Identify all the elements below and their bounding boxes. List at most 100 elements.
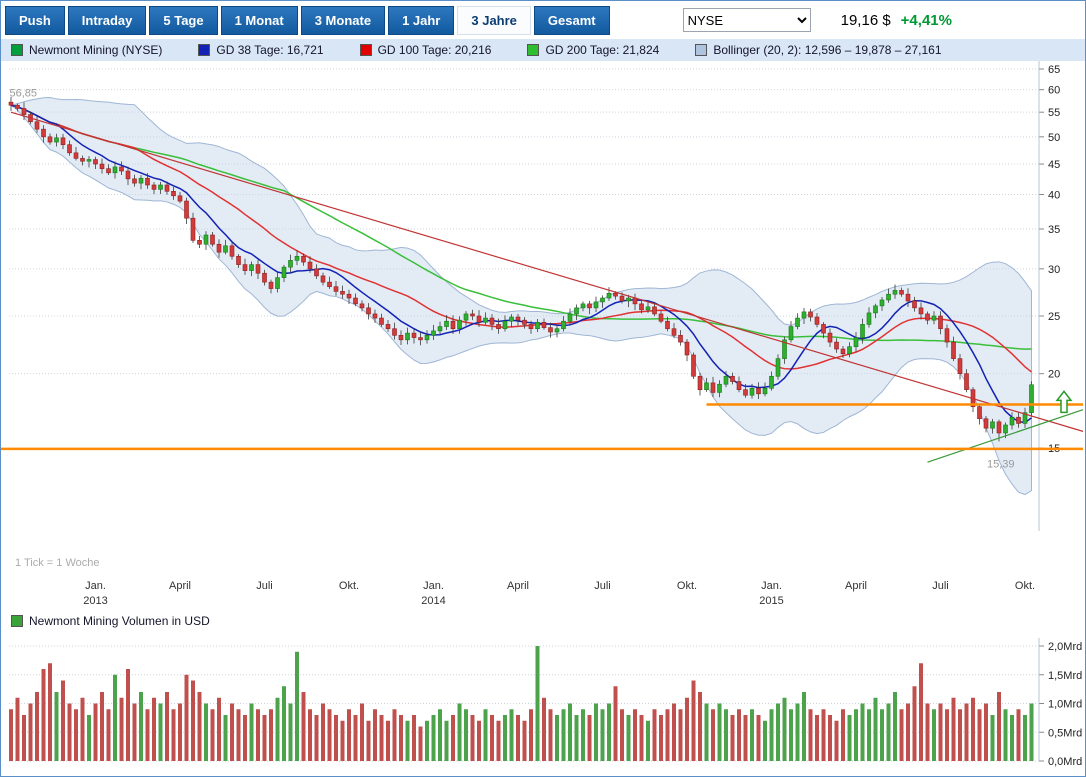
volume-bar	[165, 692, 169, 761]
candle	[41, 128, 46, 138]
volume-bar	[665, 709, 670, 761]
candle	[229, 245, 235, 257]
volume-bar	[990, 715, 995, 761]
svg-text:45: 45	[1048, 159, 1060, 171]
volume-bar	[646, 720, 650, 761]
candle	[398, 335, 404, 341]
legend-label: Newmont Mining (NYSE)	[29, 43, 163, 57]
volume-bar	[399, 715, 403, 761]
candle	[931, 315, 937, 321]
candle	[1022, 412, 1028, 424]
candle	[990, 421, 995, 429]
candle	[60, 137, 66, 145]
svg-text:April: April	[507, 580, 529, 592]
candle	[723, 375, 729, 385]
volume-bar	[555, 715, 559, 761]
candle	[639, 303, 644, 311]
candle	[600, 297, 605, 303]
candle	[184, 200, 189, 219]
candle	[138, 177, 144, 184]
volume-bar	[821, 709, 826, 761]
candle	[821, 324, 826, 334]
candle	[749, 388, 755, 396]
volume-bar	[795, 703, 800, 761]
svg-text:April: April	[845, 580, 867, 592]
volume-bar	[353, 715, 358, 761]
candle	[496, 324, 501, 330]
volume-bar	[951, 697, 956, 761]
bollinger-swatch-icon	[695, 44, 708, 56]
range-button-gesamt[interactable]: Gesamt	[533, 5, 610, 35]
candle	[580, 303, 586, 309]
volume-bar	[204, 703, 208, 761]
candle	[1009, 416, 1015, 426]
candle	[307, 261, 313, 270]
candle	[145, 177, 150, 186]
volume-bar	[490, 715, 494, 761]
candle	[905, 293, 911, 302]
legend-label: GD 100 Tage: 20,216	[377, 43, 492, 57]
volume-bar	[971, 697, 975, 761]
range-button-push[interactable]: Push	[5, 5, 65, 35]
volume-bar	[542, 697, 546, 761]
candle	[242, 264, 248, 271]
volume-bar	[984, 703, 988, 761]
volume-bar	[470, 715, 475, 761]
volume-bar	[223, 715, 228, 761]
svg-text:Jan.: Jan.	[761, 580, 782, 592]
candle	[288, 260, 293, 268]
volume-bar	[503, 715, 507, 761]
candle	[281, 266, 287, 278]
svg-text:Okt.: Okt.	[677, 580, 697, 592]
candle	[853, 337, 859, 348]
volume-bar	[308, 709, 312, 761]
candle	[678, 335, 683, 343]
range-button-5-tage[interactable]: 5 Tage	[149, 5, 218, 35]
candle	[457, 319, 462, 330]
range-button-intraday[interactable]: Intraday	[67, 5, 147, 35]
legend-label: GD 200 Tage: 21,824	[545, 43, 660, 57]
period-high-label: 56,85	[10, 88, 38, 100]
candle	[54, 137, 59, 143]
candle	[483, 317, 488, 323]
volume-bar	[724, 709, 728, 761]
volume-bar	[243, 715, 247, 761]
volume-bar	[93, 703, 98, 761]
volume-legend-label: Newmont Mining Volumen in USD	[29, 614, 210, 628]
volume-bar	[899, 709, 904, 761]
svg-text:Okt.: Okt.	[1015, 580, 1035, 592]
volume-bar	[750, 709, 754, 761]
volume-bar	[847, 715, 852, 761]
svg-text:1,0Mrd: 1,0Mrd	[1048, 699, 1082, 711]
candle	[164, 184, 170, 192]
candle	[541, 321, 547, 328]
exchange-select[interactable]: NYSE	[682, 8, 811, 32]
range-button-1-jahr[interactable]: 1 Jahr	[388, 5, 455, 35]
candle	[437, 326, 443, 332]
volume-bar	[639, 715, 644, 761]
candle	[392, 328, 397, 336]
volume-bar	[958, 709, 962, 761]
volume-bar	[191, 680, 195, 761]
candle	[925, 313, 930, 321]
volume-bar	[568, 703, 572, 761]
volume-bar	[522, 720, 527, 761]
range-button-3-jahre[interactable]: 3 Jahre	[457, 5, 531, 35]
volume-bar	[997, 692, 1001, 761]
candle	[866, 312, 872, 325]
volume-bar	[269, 709, 273, 761]
volume-bar	[919, 663, 923, 761]
volume-bar	[54, 692, 59, 761]
range-button-3-monate[interactable]: 3 Monate	[300, 5, 386, 35]
volume-bar	[886, 703, 891, 761]
range-button-1-monat[interactable]: 1 Monat	[220, 5, 298, 35]
volume-bar	[776, 703, 780, 761]
price-chart: 65 60 55 50 45 40 35 30 25 2015 56,85 15,39 1 Tick =…	[1, 61, 1084, 607]
volume-bar	[327, 709, 332, 761]
volume-bar	[834, 720, 839, 761]
x-axis-labels: Jan. 2013 April Juli Okt. Jan. 2014 April Juli Ok…	[83, 580, 1035, 607]
svg-text:60: 60	[1048, 85, 1060, 97]
candle	[691, 354, 696, 377]
candle	[879, 299, 885, 307]
candle	[834, 341, 839, 350]
